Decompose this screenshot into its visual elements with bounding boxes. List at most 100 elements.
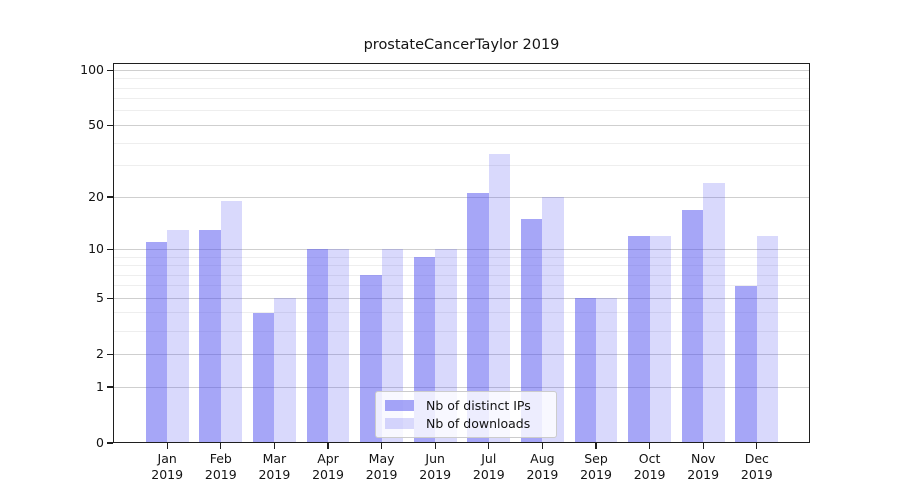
bar-distinct-ips-feb <box>199 229 221 443</box>
chart-title: prostateCancerTaylor 2019 <box>363 37 560 53</box>
gridline-major <box>113 69 810 71</box>
legend-label-distinct-ips: Nb of distinct IPs <box>426 398 531 414</box>
x-tick-label-line: 2019 <box>258 467 291 482</box>
y-tick-mark <box>107 353 113 355</box>
x-tick-mark <box>649 443 651 449</box>
x-tick-label-line: 2019 <box>580 467 612 482</box>
x-tick-label: Jan 2019 <box>137 451 197 483</box>
x-tick-label-line: Feb <box>209 451 232 466</box>
x-tick-mark <box>541 443 543 449</box>
bar-downloads-sep <box>596 298 618 443</box>
x-tick-label-line: 2019 <box>633 467 666 482</box>
bar-downloads-apr <box>328 249 350 443</box>
y-tick-mark <box>107 69 113 71</box>
legend-swatch-downloads <box>385 417 414 429</box>
bar-distinct-ips-jan <box>145 242 168 443</box>
gridline-minor <box>113 142 810 144</box>
gridline-minor <box>113 78 810 80</box>
x-tick-label-line: May <box>368 451 395 466</box>
bar-downloads-dec <box>756 235 779 443</box>
legend-label-downloads: Nb of downloads <box>426 415 531 431</box>
x-tick-label-line: Jan <box>157 451 177 466</box>
x-tick-label-line: 2019 <box>740 467 773 482</box>
legend: Nb of distinct IPs Nb of downloads <box>375 391 557 438</box>
x-tick-mark <box>756 443 758 449</box>
y-tick-mark <box>107 124 113 126</box>
x-tick-mark <box>702 443 704 449</box>
x-tick-label-line: Mar <box>262 451 287 466</box>
bar-distinct-ips-oct <box>628 235 650 443</box>
bar-downloads-oct <box>649 235 671 443</box>
bar-downloads-jul <box>488 153 511 443</box>
x-tick-label: Oct 2019 <box>620 451 680 483</box>
x-tick-label-line: Sep <box>584 451 608 466</box>
y-tick-label: 20 <box>88 189 104 205</box>
y-tick-label: 1 <box>96 379 104 394</box>
x-tick-label-line: 2019 <box>526 467 559 482</box>
x-tick-label-line: Nov <box>690 451 716 466</box>
y-tick-label: 50 <box>88 117 104 133</box>
x-tick-label-line: 2019 <box>472 467 505 482</box>
bar-distinct-ips-mar <box>253 312 275 443</box>
x-tick-mark <box>488 443 490 449</box>
bar-downloads-aug <box>542 197 564 443</box>
gridline-minor <box>113 285 810 287</box>
y-tick-mark <box>107 297 113 299</box>
gridline-minor <box>113 110 810 112</box>
bar-distinct-ips-nov <box>681 209 704 443</box>
y-tick-label: 100 <box>80 62 104 78</box>
x-tick-mark <box>434 443 436 449</box>
x-tick-label-line: 2019 <box>204 467 237 482</box>
x-tick-label: Jul 2019 <box>459 451 519 483</box>
x-tick-label: Sep 2019 <box>566 451 626 483</box>
y-tick-mark <box>107 196 113 198</box>
x-tick-mark <box>327 443 329 449</box>
x-tick-label: Feb 2019 <box>191 451 251 483</box>
bar-downloads-nov <box>703 182 725 443</box>
y-tick-mark <box>107 442 113 444</box>
gridline-minor <box>113 87 810 89</box>
legend-entry-distinct-ips: Nb of distinct IPs <box>385 398 547 413</box>
gridline-minor <box>113 165 810 167</box>
bar-distinct-ips-apr <box>306 249 328 443</box>
x-tick-mark <box>166 443 168 449</box>
x-tick-mark <box>220 443 222 449</box>
gridline-major <box>113 297 810 299</box>
gridline-minor <box>113 265 810 266</box>
x-tick-label-line: Aug <box>530 451 555 466</box>
x-tick-mark <box>381 443 383 449</box>
x-tick-label: Jun 2019 <box>405 451 465 483</box>
x-tick-mark <box>273 443 275 449</box>
bar-distinct-ips-aug <box>521 219 543 443</box>
gridline-major <box>113 196 810 198</box>
x-tick-label-line: 2019 <box>687 467 720 482</box>
bar-distinct-ips-jul <box>467 193 489 443</box>
y-tick-label: 2 <box>96 346 104 362</box>
x-tick-label-line: 2019 <box>312 467 344 482</box>
x-tick-label: Mar 2019 <box>244 451 304 483</box>
bar-distinct-ips-dec <box>735 285 757 443</box>
bar-downloads-jan <box>167 229 189 443</box>
gridline-minor <box>113 274 810 276</box>
bar-downloads-feb <box>220 201 243 443</box>
legend-entry-downloads: Nb of downloads <box>385 416 547 431</box>
y-tick-mark <box>107 248 113 250</box>
x-tick-label-line: Oct <box>638 451 661 466</box>
gridline-major <box>113 124 810 126</box>
x-tick-label-line: Apr <box>317 451 339 466</box>
x-tick-label-line: Jul <box>481 451 497 466</box>
x-tick-label-line: Jun <box>425 451 445 466</box>
x-tick-label: Aug 2019 <box>512 451 572 483</box>
x-tick-label-line: 2019 <box>419 467 452 482</box>
legend-swatch-distinct-ips <box>385 400 414 412</box>
y-tick-mark <box>107 386 113 388</box>
bar-downloads-mar <box>274 298 296 443</box>
x-tick-mark <box>595 443 597 449</box>
gridline-minor <box>113 312 810 314</box>
x-tick-label: Apr 2019 <box>298 451 358 483</box>
x-tick-label: Nov 2019 <box>673 451 733 483</box>
y-tick-label: 0 <box>96 435 104 450</box>
x-tick-label-line: Dec <box>744 451 769 466</box>
y-tick-label: 5 <box>96 290 104 306</box>
